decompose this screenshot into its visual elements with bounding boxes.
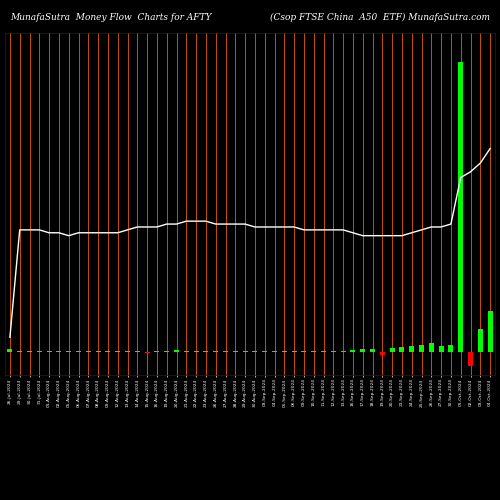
Bar bbox=[56, 351, 62, 352]
Bar bbox=[331, 351, 336, 352]
Bar bbox=[116, 351, 120, 352]
Bar bbox=[37, 350, 42, 352]
Bar bbox=[458, 62, 463, 352]
Bar bbox=[340, 351, 345, 352]
Bar bbox=[292, 351, 296, 352]
Bar bbox=[438, 346, 444, 352]
Bar bbox=[282, 351, 287, 352]
Bar bbox=[478, 328, 483, 352]
Bar bbox=[204, 351, 208, 352]
Bar bbox=[106, 351, 110, 352]
Bar bbox=[272, 351, 277, 352]
Bar bbox=[400, 348, 404, 352]
Bar bbox=[194, 351, 198, 352]
Bar bbox=[86, 351, 91, 352]
Text: (Csop FTSE China  A50  ETF) MunafaSutra.com: (Csop FTSE China A50 ETF) MunafaSutra.co… bbox=[270, 12, 490, 22]
Bar bbox=[429, 343, 434, 352]
Bar bbox=[302, 351, 306, 352]
Bar bbox=[488, 311, 492, 352]
Bar bbox=[76, 351, 81, 352]
Bar bbox=[46, 351, 52, 352]
Bar bbox=[409, 346, 414, 352]
Bar bbox=[223, 351, 228, 352]
Text: MunafaSutra  Money Flow  Charts for AFTY: MunafaSutra Money Flow Charts for AFTY bbox=[10, 12, 211, 22]
Bar bbox=[66, 351, 71, 352]
Bar bbox=[184, 351, 189, 352]
Bar bbox=[154, 351, 160, 352]
Bar bbox=[174, 350, 179, 352]
Bar bbox=[262, 351, 267, 352]
Bar bbox=[214, 351, 218, 352]
Bar bbox=[448, 344, 454, 352]
Bar bbox=[96, 351, 100, 352]
Bar bbox=[350, 350, 356, 352]
Bar bbox=[125, 351, 130, 352]
Bar bbox=[380, 352, 385, 356]
Bar bbox=[164, 351, 169, 352]
Bar bbox=[135, 351, 140, 352]
Bar bbox=[390, 348, 394, 352]
Bar bbox=[17, 351, 22, 352]
Bar bbox=[370, 349, 375, 352]
Bar bbox=[8, 349, 12, 352]
Bar bbox=[242, 351, 248, 352]
Bar bbox=[311, 351, 316, 352]
Bar bbox=[27, 351, 32, 352]
Bar bbox=[233, 351, 238, 352]
Bar bbox=[468, 352, 473, 366]
Bar bbox=[252, 351, 258, 352]
Bar bbox=[360, 350, 365, 352]
Bar bbox=[321, 351, 326, 352]
Bar bbox=[419, 344, 424, 352]
